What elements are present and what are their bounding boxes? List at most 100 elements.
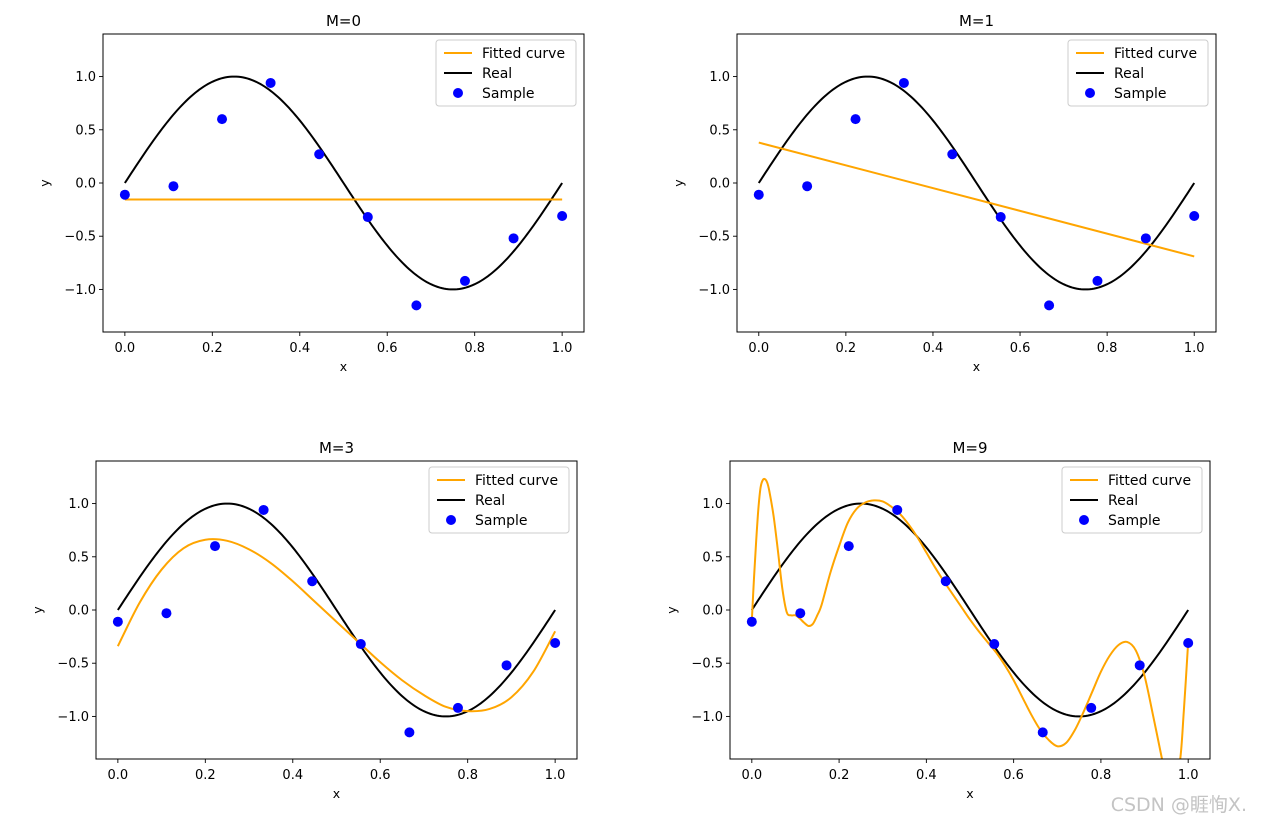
y-tick-label: 1.0 <box>75 70 96 85</box>
sample-point <box>1140 233 1151 244</box>
x-tick-label: 1.0 <box>1178 768 1199 783</box>
y-tick-label: −0.5 <box>64 230 96 245</box>
legend-real-label: Real <box>475 493 505 509</box>
sample-point <box>1092 275 1103 286</box>
sample-point <box>1044 300 1055 311</box>
x-tick-label: 0.0 <box>748 341 769 356</box>
x-tick-label: 1.0 <box>1184 341 1205 356</box>
legend-box <box>428 466 570 534</box>
x-tick-label: 0.0 <box>741 768 762 783</box>
x-tick-label: 0.4 <box>916 768 937 783</box>
sample-point <box>508 233 519 244</box>
sample-point <box>1037 727 1048 738</box>
sample-point <box>947 149 958 160</box>
x-tick-label: 0.2 <box>836 341 857 356</box>
legend: Fitted curve Real Sample <box>428 466 570 534</box>
y-tick-label: 1.0 <box>702 497 723 512</box>
x-tick-label: 0.8 <box>457 768 478 783</box>
x-tick-label: 0.6 <box>377 341 398 356</box>
x-tick-label: 0.6 <box>1010 341 1031 356</box>
x-tick-label: 0.4 <box>289 341 310 356</box>
legend-real-label: Real <box>1114 66 1144 82</box>
subplot-title: M=9 <box>952 439 987 457</box>
subplot-title: M=3 <box>319 439 354 457</box>
y-axis-label: y <box>37 179 52 187</box>
y-tick-label: 1.0 <box>709 70 730 85</box>
y-tick-label: 0.0 <box>75 177 96 192</box>
sample-point <box>265 77 276 88</box>
legend-box <box>435 39 577 107</box>
sample-point <box>411 300 422 311</box>
legend-real-label: Real <box>482 66 512 82</box>
fitted-curve <box>750 477 1190 759</box>
legend-sample-label: Sample <box>475 513 528 529</box>
subplot-2: M=1 x y 0.0 0.2 0.4 0.6 0.8 1.0 −1.0 −0.5 0.0 0.5 1.0… <box>671 12 1217 374</box>
y-tick-label: −0.5 <box>698 230 730 245</box>
x-tick-label: 0.0 <box>108 768 129 783</box>
sample-point <box>802 181 813 192</box>
sample-point <box>168 181 179 192</box>
axes-frame <box>102 33 585 333</box>
real-curve <box>117 502 556 718</box>
subplot-title: M=0 <box>326 12 361 30</box>
y-axis-label: y <box>664 606 679 614</box>
y-tick-label: 0.5 <box>709 123 730 138</box>
y-axis-label: y <box>671 179 686 187</box>
x-tick-label: 0.8 <box>1091 768 1112 783</box>
axes-frame <box>736 33 1217 333</box>
x-tick-label: 0.4 <box>923 341 944 356</box>
legend-sample-label: Sample <box>482 86 535 102</box>
subplot-3: M=3 x y 0.0 0.2 0.4 0.6 0.8 1.0 −1.0 −0.5 0.0 0.5 1.0… <box>30 439 578 801</box>
sample-point <box>940 576 951 587</box>
sample-point <box>112 616 123 627</box>
y-axis-label: y <box>30 606 45 614</box>
legend-real-label: Real <box>1108 493 1138 509</box>
x-tick-label: 0.8 <box>464 341 485 356</box>
legend-sample-label: Sample <box>1114 86 1167 102</box>
y-tick-label: −0.5 <box>691 657 723 672</box>
legend-sample-swatch <box>446 515 456 525</box>
y-tick-label: 0.0 <box>702 604 723 619</box>
legend-box <box>1067 39 1209 107</box>
sample-point <box>217 114 228 125</box>
sample-point <box>795 608 806 619</box>
y-tick-label: −1.0 <box>691 710 723 725</box>
x-tick-label: 0.6 <box>370 768 391 783</box>
legend-box <box>1061 466 1203 534</box>
x-tick-label: 1.0 <box>552 341 573 356</box>
sample-point <box>355 639 366 650</box>
legend-fitted-label: Fitted curve <box>1108 473 1191 489</box>
plot-area <box>746 477 1194 759</box>
y-tick-label: 1.0 <box>68 497 89 512</box>
plot-area <box>119 75 568 311</box>
legend-sample-label: Sample <box>1108 513 1161 529</box>
legend-fitted-label: Fitted curve <box>1114 46 1197 62</box>
watermark: CSDN @睚恂X. <box>1110 794 1247 816</box>
subplot-1: M=0 x y 0.0 0.2 0.4 0.6 0.8 1.0 −1.0 −0.5 0.0 0.5 1.0… <box>37 12 585 374</box>
y-tick-label: −1.0 <box>57 710 89 725</box>
sample-point <box>459 275 470 286</box>
y-tick-label: 0.5 <box>68 550 89 565</box>
axes-frame <box>729 460 1211 760</box>
y-tick-label: 0.5 <box>702 550 723 565</box>
sample-point <box>362 212 373 223</box>
sample-point <box>501 660 512 671</box>
sample-point <box>161 608 172 619</box>
x-tick-label: 0.4 <box>282 768 303 783</box>
sample-point <box>746 616 757 627</box>
sample-point <box>1189 210 1200 221</box>
legend-fitted-label: Fitted curve <box>482 46 565 62</box>
x-axis-label: x <box>973 359 980 374</box>
real-curve <box>757 75 1196 291</box>
y-tick-label: 0.5 <box>75 123 96 138</box>
sample-point <box>557 210 568 221</box>
subplot-title: M=1 <box>959 12 994 30</box>
real-curve <box>750 502 1190 718</box>
y-tick-label: −0.5 <box>57 657 89 672</box>
sample-point <box>843 541 854 552</box>
sample-point <box>210 541 221 552</box>
legend: Fitted curve Real Sample <box>1067 39 1209 107</box>
x-tick-label: 0.8 <box>1097 341 1118 356</box>
sample-point <box>898 77 909 88</box>
x-tick-label: 0.2 <box>195 768 216 783</box>
